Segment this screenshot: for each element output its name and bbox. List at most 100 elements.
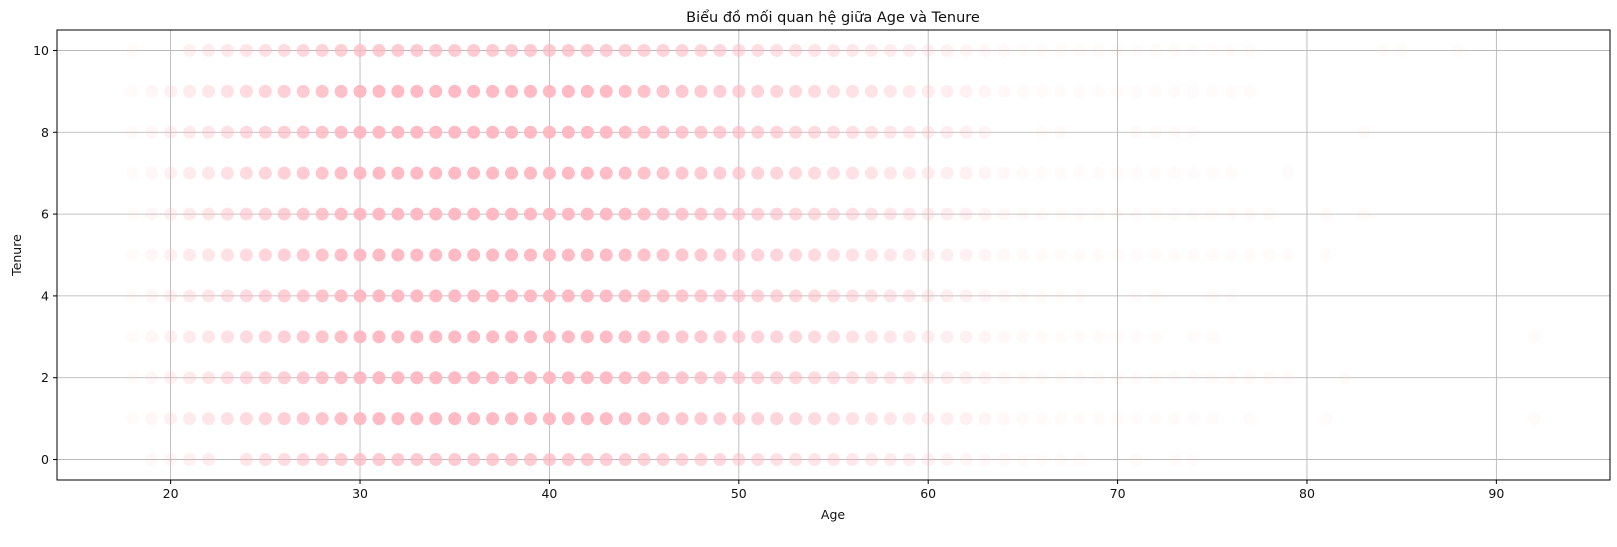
- scatter-point: [770, 166, 784, 180]
- scatter-point: [1016, 412, 1030, 426]
- scatter-point: [1054, 412, 1068, 426]
- scatter-point: [1073, 248, 1087, 262]
- scatter-point: [334, 248, 348, 262]
- scatter-point: [296, 453, 310, 467]
- scatter-point: [372, 371, 386, 385]
- scatter-point: [1205, 289, 1219, 303]
- x-tick-label: 90: [1488, 486, 1504, 501]
- x-tick-label: 40: [541, 486, 557, 501]
- scatter-point: [845, 125, 859, 139]
- scatter-point: [713, 412, 727, 426]
- scatter-point: [334, 330, 348, 344]
- scatter-point: [883, 289, 897, 303]
- scatter-point: [448, 166, 462, 180]
- scatter-point: [1073, 289, 1087, 303]
- scatter-point: [808, 289, 822, 303]
- scatter-point: [183, 125, 197, 139]
- scatter-point: [239, 207, 253, 221]
- scatter-point: [656, 43, 670, 57]
- scatter-point: [618, 84, 632, 98]
- scatter-point: [391, 84, 405, 98]
- scatter-point: [656, 330, 670, 344]
- scatter-point: [845, 371, 859, 385]
- scatter-point: [1092, 43, 1106, 57]
- scatter-point: [391, 371, 405, 385]
- scatter-point: [1205, 330, 1219, 344]
- scatter-point: [1205, 43, 1219, 57]
- scatter-point: [353, 84, 367, 98]
- scatter-point: [315, 371, 329, 385]
- scatter-point: [902, 412, 916, 426]
- scatter-point: [675, 125, 689, 139]
- scatter-point: [1527, 412, 1541, 426]
- scatter-point: [1035, 125, 1049, 139]
- scatter-point: [429, 125, 443, 139]
- scatter-point: [921, 125, 935, 139]
- scatter-point: [277, 84, 291, 98]
- scatter-point: [467, 412, 481, 426]
- scatter-point: [334, 412, 348, 426]
- scatter-point: [239, 84, 253, 98]
- scatter-point: [808, 412, 822, 426]
- scatter-point: [239, 453, 253, 467]
- scatter-point: [675, 207, 689, 221]
- scatter-point: [959, 166, 973, 180]
- scatter-point: [921, 248, 935, 262]
- scatter-point: [296, 289, 310, 303]
- scatter-point: [486, 125, 500, 139]
- scatter-point: [997, 248, 1011, 262]
- scatter-point: [599, 166, 613, 180]
- scatter-point: [751, 453, 765, 467]
- scatter-point: [751, 207, 765, 221]
- scatter-point: [1148, 125, 1162, 139]
- scatter-point: [580, 330, 594, 344]
- scatter-point: [296, 43, 310, 57]
- scatter-point: [202, 84, 216, 98]
- scatter-point: [637, 453, 651, 467]
- scatter-point: [1092, 84, 1106, 98]
- scatter-point: [770, 207, 784, 221]
- chart-title: Biểu đồ mối quan hệ giữa Age và Tenure: [686, 9, 980, 26]
- scatter-point: [1167, 84, 1181, 98]
- y-axis-ticks: 0 2 4 6 8 10: [33, 43, 57, 467]
- scatter-point: [542, 248, 556, 262]
- scatter-point: [1035, 453, 1049, 467]
- scatter-point: [883, 248, 897, 262]
- scatter-point: [694, 166, 708, 180]
- scatter-point: [1130, 43, 1144, 57]
- scatter-point: [1035, 330, 1049, 344]
- scatter-point: [1130, 248, 1144, 262]
- scatter-point: [732, 125, 746, 139]
- scatter-point: [1035, 248, 1049, 262]
- scatter-point: [1243, 412, 1257, 426]
- scatter-point: [713, 289, 727, 303]
- scatter-point: [1111, 207, 1125, 221]
- scatter-point: [1035, 43, 1049, 57]
- scatter-point: [864, 371, 878, 385]
- scatter-point: [1054, 43, 1068, 57]
- scatter-point: [770, 330, 784, 344]
- scatter-point: [1111, 166, 1125, 180]
- scatter-point: [883, 43, 897, 57]
- scatter-point: [694, 371, 708, 385]
- scatter-point: [921, 330, 935, 344]
- scatter-point: [258, 289, 272, 303]
- scatter-point: [315, 207, 329, 221]
- scatter-point: [1073, 371, 1087, 385]
- scatter-point: [789, 289, 803, 303]
- scatter-point: [845, 207, 859, 221]
- scatter-point: [675, 371, 689, 385]
- scatter-point: [202, 43, 216, 57]
- scatter-point: [258, 248, 272, 262]
- scatter-point: [523, 84, 537, 98]
- scatter-point: [561, 43, 575, 57]
- scatter-point: [940, 166, 954, 180]
- scatter-point: [505, 330, 519, 344]
- scatter-point: [1054, 371, 1068, 385]
- scatter-point: [732, 412, 746, 426]
- scatter-point: [902, 330, 916, 344]
- scatter-point: [391, 207, 405, 221]
- scatter-point: [808, 453, 822, 467]
- scatter-point: [1167, 207, 1181, 221]
